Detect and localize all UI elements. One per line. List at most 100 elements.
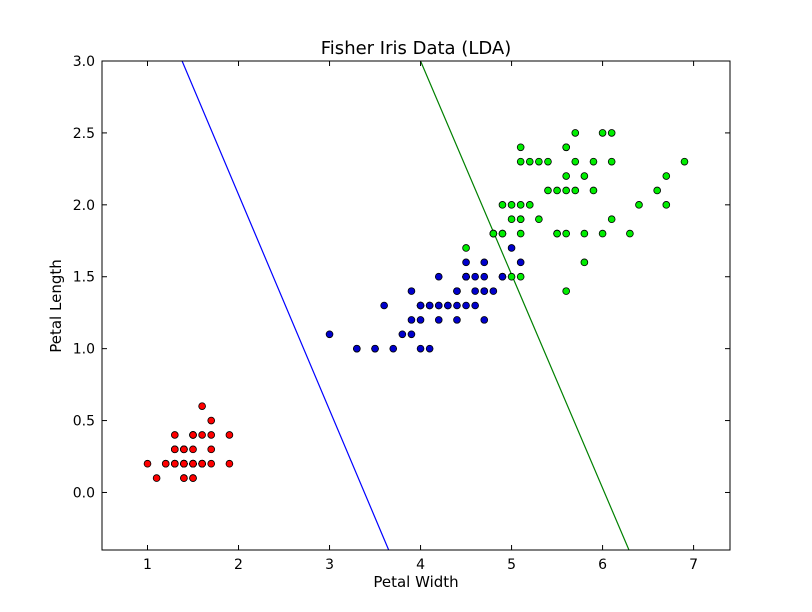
x-tick-label: 3 — [325, 557, 334, 573]
decision-line-1 — [181, 61, 390, 550]
plot-area — [101, 60, 731, 551]
class-2-point — [480, 316, 489, 324]
class-3-point — [498, 229, 507, 238]
y-tick-label: 2.0 — [73, 198, 95, 214]
class-3-point — [562, 229, 570, 238]
class-3-point — [544, 157, 552, 166]
class-3-point — [662, 201, 671, 209]
class-3-point — [562, 186, 570, 195]
class-2-point — [416, 344, 425, 353]
class-3-point — [535, 157, 543, 166]
class-2-point — [407, 316, 416, 324]
class-2-point — [498, 272, 507, 281]
y-axis: 0.0 0.5 1.0 1.5 2.0 2.5 3.0 — [73, 54, 730, 501]
class-2-point — [425, 301, 434, 310]
class-3-point — [507, 215, 516, 224]
class-1-point — [143, 459, 152, 468]
class-3-point — [589, 186, 598, 195]
x-axis-label: Petal Width — [373, 573, 458, 591]
class-3-point — [571, 129, 580, 137]
class-3-point — [553, 186, 561, 195]
class-3-point — [626, 229, 634, 238]
class-2-point — [444, 301, 452, 310]
class-3-point — [525, 201, 534, 209]
class-3-point — [525, 157, 534, 166]
class-2-point — [453, 287, 461, 295]
class-2-point — [434, 316, 443, 324]
class-3-point — [562, 143, 570, 152]
class-2-point — [507, 244, 516, 252]
class-1-point — [171, 431, 179, 439]
class-2-point — [462, 272, 470, 281]
class-3-point — [489, 229, 498, 238]
class-3-point — [635, 201, 643, 209]
class-1-point — [207, 416, 216, 425]
class-3-point — [507, 272, 516, 281]
class-1-point — [198, 431, 206, 439]
class-1-point — [171, 459, 179, 468]
chart-title: Fisher Iris Data (LDA) — [321, 38, 511, 59]
class-2-point — [480, 258, 489, 267]
class-2-point — [489, 287, 498, 295]
class-1-point — [189, 474, 197, 482]
class-2-point — [389, 344, 398, 353]
class-1-point — [161, 459, 170, 468]
class-1-point — [207, 459, 216, 468]
class-2-point — [407, 287, 416, 295]
class-3-point — [571, 157, 580, 166]
class-2-point — [480, 287, 489, 295]
class-2-point — [516, 258, 525, 267]
class-3-point — [571, 186, 580, 195]
class-1-point — [225, 431, 234, 439]
class-2-point — [425, 344, 434, 353]
class-3-point — [516, 143, 525, 152]
x-tick-label: 2 — [234, 557, 243, 573]
plot-background — [102, 61, 730, 550]
class-3-point — [580, 172, 589, 180]
class-1-point — [198, 459, 206, 468]
class-3-point — [516, 157, 525, 166]
class-3-point — [598, 229, 607, 238]
y-tick-label: 2.5 — [73, 126, 95, 142]
class-2-point — [434, 301, 443, 310]
class-2-point — [453, 316, 461, 324]
class-1-point — [207, 431, 216, 439]
class-2-point — [416, 316, 425, 324]
class-2-point — [325, 330, 334, 339]
class-3-point — [507, 201, 516, 209]
x-axis: 1 2 3 4 5 6 7 — [143, 61, 698, 573]
class-3-point — [562, 172, 570, 180]
class-2-point — [471, 272, 479, 281]
class-2-point — [453, 301, 461, 310]
class-3-point — [580, 258, 589, 267]
class-2-point — [462, 258, 470, 267]
class-3-point — [516, 201, 525, 209]
class-3-point — [462, 244, 470, 252]
class-3-point — [498, 201, 507, 209]
class-2-point — [407, 330, 416, 339]
y-tick-label: 0.5 — [73, 414, 95, 430]
class-3-point — [680, 157, 689, 166]
class-1-point — [189, 431, 197, 439]
class-3-point — [553, 229, 561, 238]
class-3-point — [662, 172, 671, 180]
class-2-point — [380, 301, 388, 310]
class-1-point — [198, 402, 206, 410]
class-3-point — [516, 215, 525, 224]
class-1-point — [180, 459, 188, 468]
x-tick-label: 4 — [416, 557, 425, 573]
y-axis-label: Petal Length — [47, 259, 65, 353]
class-3-point — [562, 287, 570, 295]
decision-lines — [181, 61, 630, 550]
class-3-point — [607, 157, 616, 166]
x-tick-label: 1 — [143, 557, 152, 573]
class-3-point — [544, 186, 552, 195]
class-1-point — [189, 459, 197, 468]
class-2-point — [416, 301, 425, 310]
y-tick-label: 1.0 — [73, 342, 95, 358]
class-1-point — [225, 459, 234, 468]
class-2-point — [480, 272, 489, 281]
class-2-point — [353, 344, 361, 353]
class-3-point — [516, 272, 525, 281]
class-1-point — [189, 445, 197, 454]
